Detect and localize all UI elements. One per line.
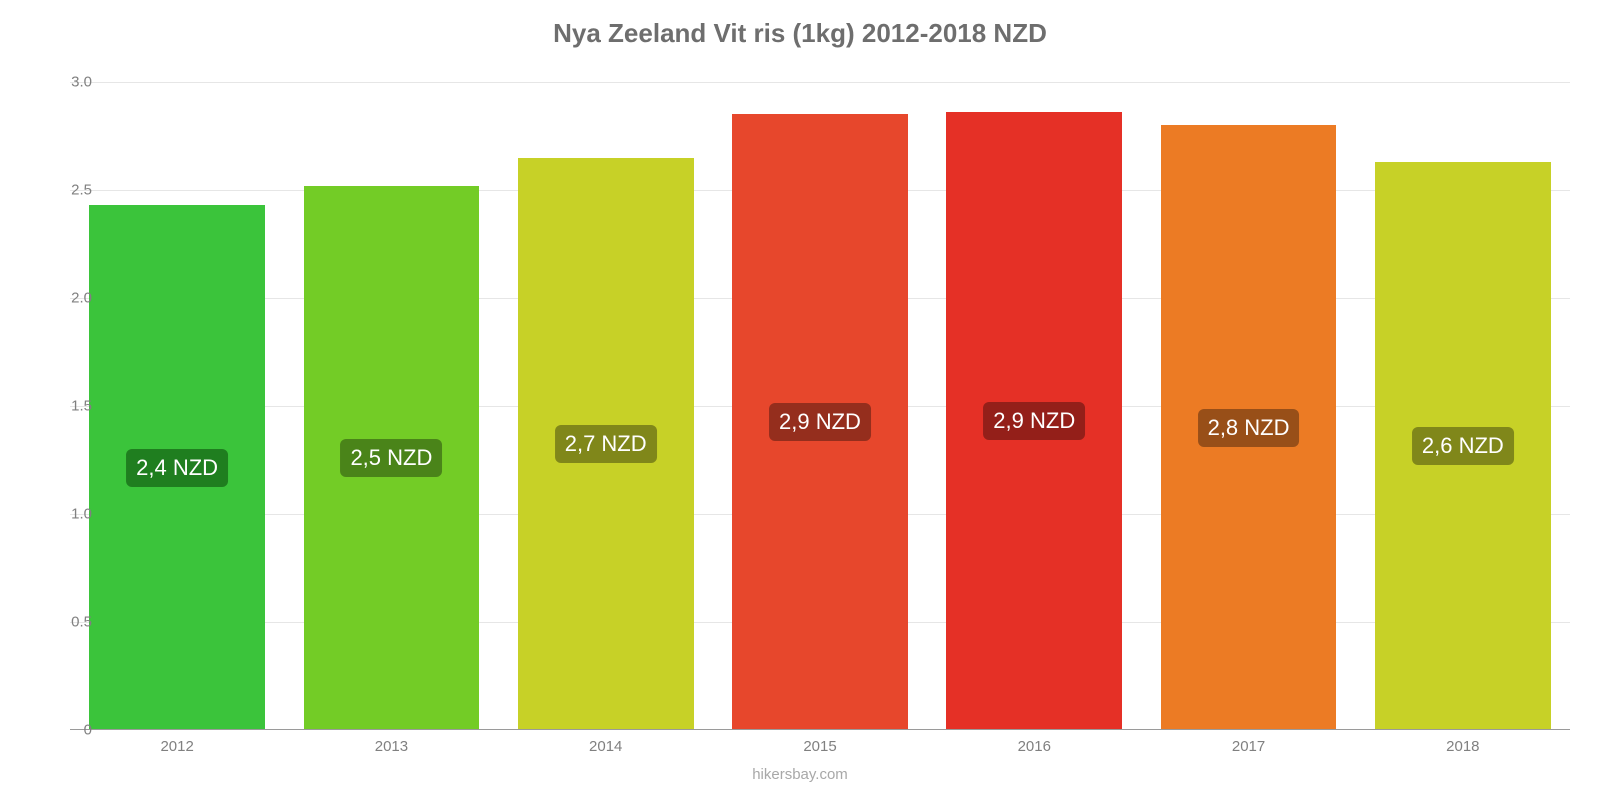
x-axis-labels: 2012 2013 2014 2015 2016 2017 2018 — [70, 738, 1570, 762]
bar: 2,9 NZD — [732, 114, 908, 730]
y-tick-label: 0 — [42, 722, 92, 739]
bar: 2,4 NZD — [89, 205, 265, 730]
bar-value-label: 2,7 NZD — [555, 425, 657, 463]
bar-value-label: 2,4 NZD — [126, 449, 228, 487]
y-tick-label: 0.5 — [42, 614, 92, 631]
bar-value-label: 2,9 NZD — [769, 403, 871, 441]
bar: 2,9 NZD — [946, 112, 1122, 730]
bar-value-label: 2,5 NZD — [340, 439, 442, 477]
x-tick-label: 2013 — [375, 738, 408, 755]
x-tick-label: 2016 — [1018, 738, 1051, 755]
bar: 2,5 NZD — [304, 186, 480, 730]
chart-title: Nya Zeeland Vit ris (1kg) 2012-2018 NZD — [0, 18, 1600, 49]
y-tick-label: 2.5 — [42, 182, 92, 199]
plot-area: 2,4 NZD 2,5 NZD 2,7 NZD 2,9 NZD 2,9 NZD 2,8 N… — [70, 82, 1570, 730]
x-tick-label: 2017 — [1232, 738, 1265, 755]
bar-value-label: 2,6 NZD — [1412, 427, 1514, 465]
x-tick-label: 2015 — [803, 738, 836, 755]
x-axis-line — [70, 729, 1570, 730]
y-tick-label: 1.0 — [42, 506, 92, 523]
bar: 2,8 NZD — [1161, 125, 1337, 730]
y-tick-label: 1.5 — [42, 398, 92, 415]
bar: 2,6 NZD — [1375, 162, 1551, 730]
bar-value-label: 2,8 NZD — [1198, 409, 1300, 447]
bar-value-label: 2,9 NZD — [983, 402, 1085, 440]
source-label: hikersbay.com — [0, 766, 1600, 783]
y-tick-label: 3.0 — [42, 74, 92, 91]
x-tick-label: 2014 — [589, 738, 622, 755]
bar-chart: Nya Zeeland Vit ris (1kg) 2012-2018 NZD … — [0, 0, 1600, 800]
bar: 2,7 NZD — [518, 158, 694, 730]
y-tick-label: 2.0 — [42, 290, 92, 307]
bars-container: 2,4 NZD 2,5 NZD 2,7 NZD 2,9 NZD 2,9 NZD 2,8 N… — [70, 82, 1570, 730]
x-tick-label: 2018 — [1446, 738, 1479, 755]
x-tick-label: 2012 — [160, 738, 193, 755]
